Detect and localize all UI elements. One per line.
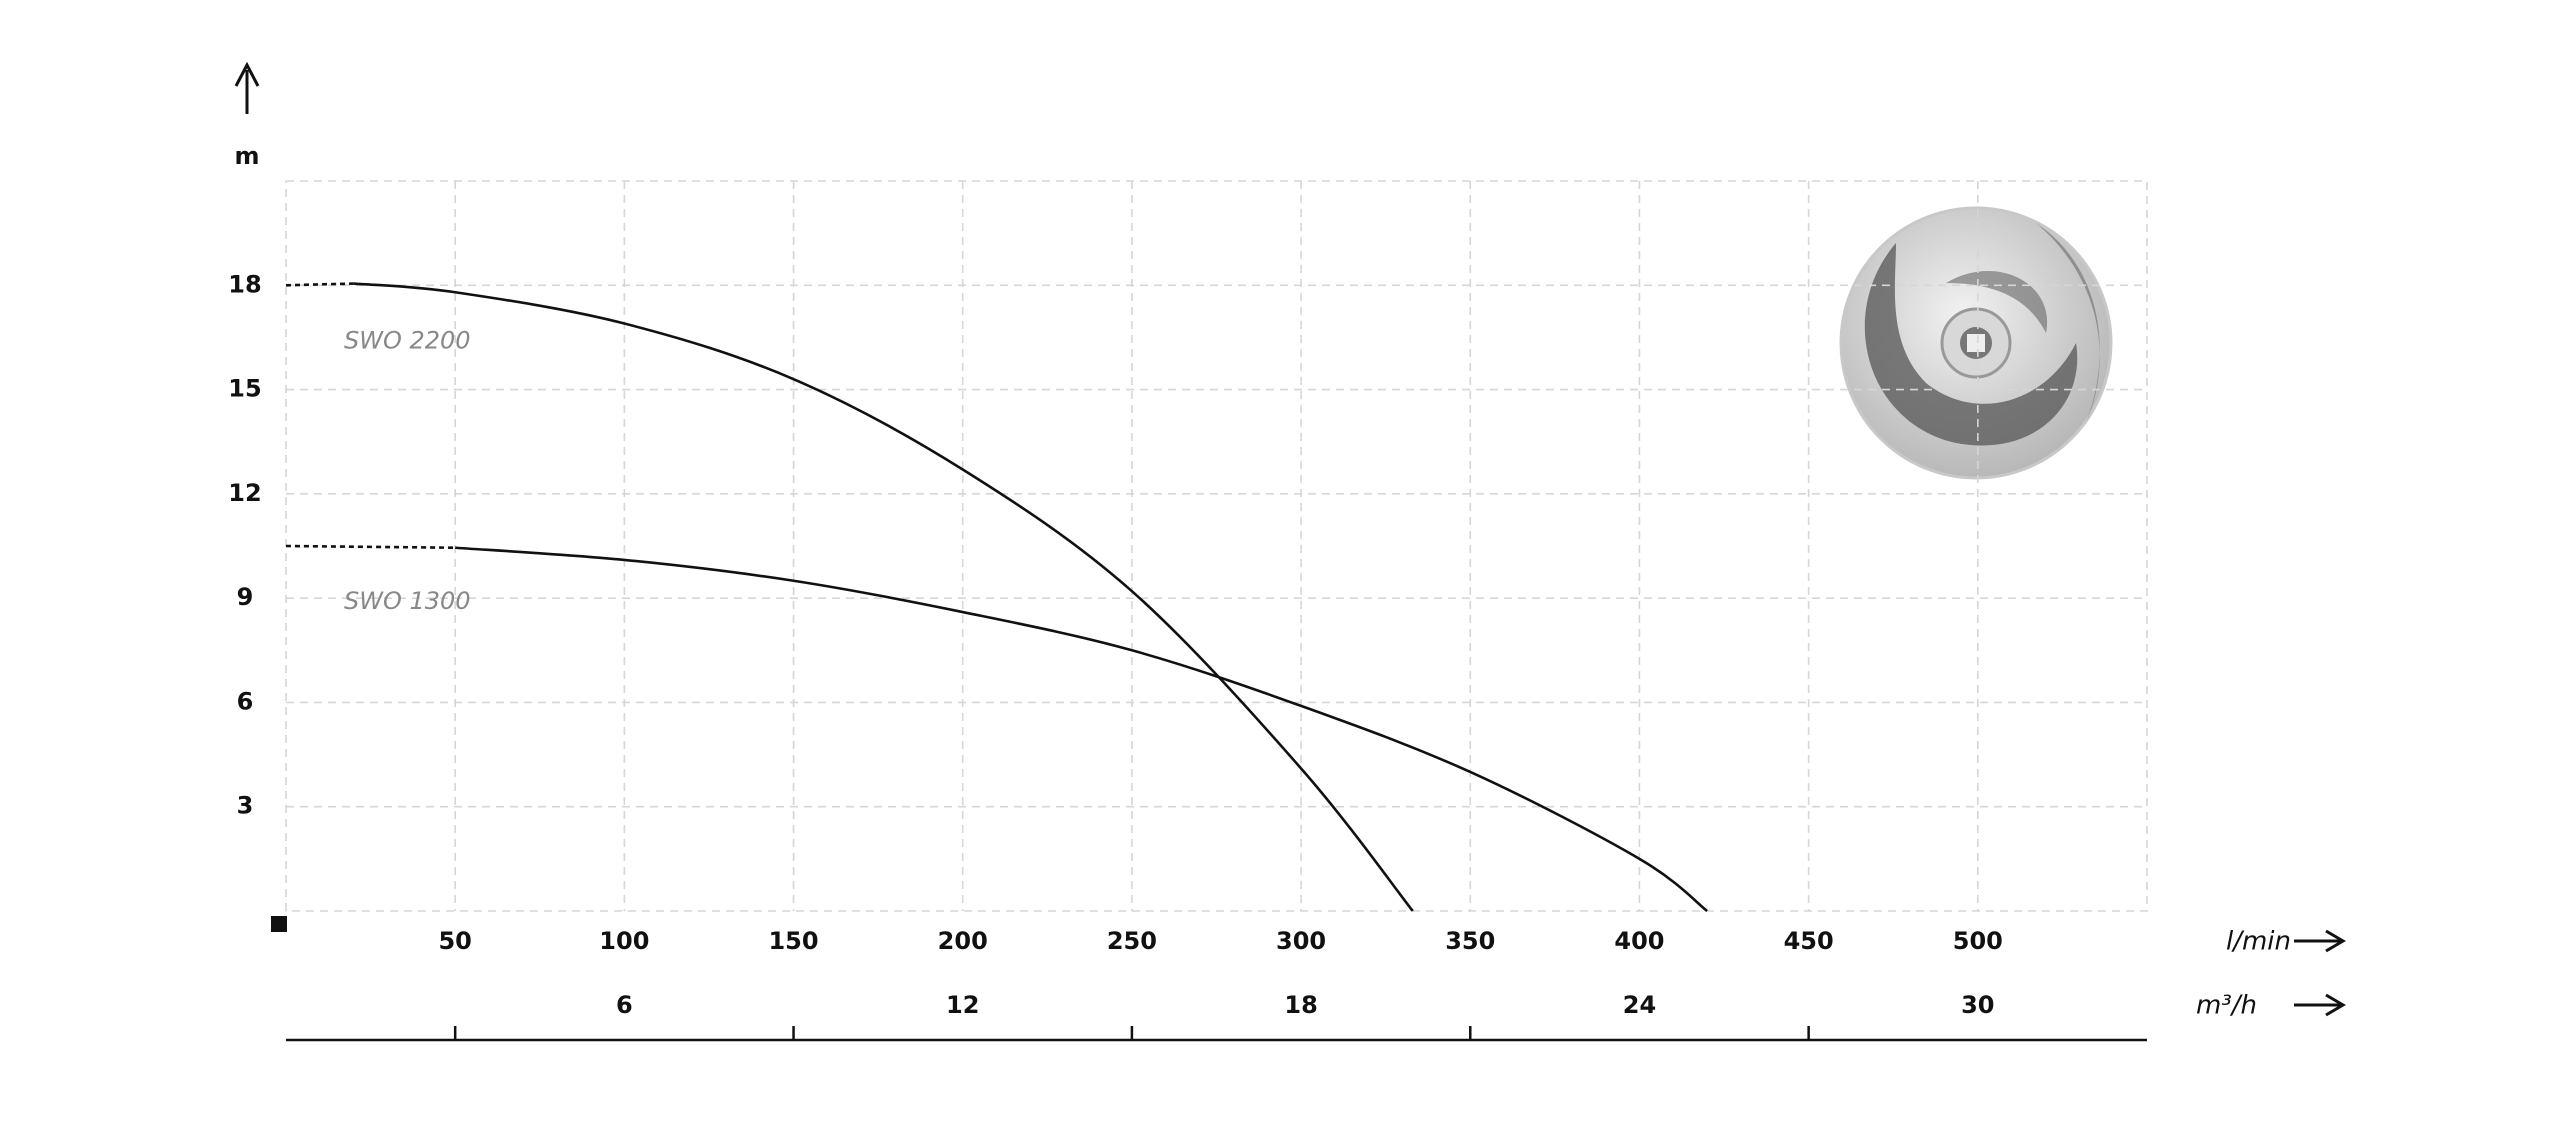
origin-square	[271, 916, 287, 932]
y-tick-label: 12	[228, 479, 261, 507]
x-tick-label: 50	[438, 927, 471, 955]
x2-tick-label: 6	[616, 991, 633, 1019]
x2-tick-label: 30	[1961, 991, 1994, 1019]
x-tick-label: 400	[1614, 927, 1664, 955]
x-tick-label: 450	[1784, 927, 1834, 955]
y-tick-label: 15	[228, 375, 261, 403]
series-line-dashed	[285, 544, 456, 550]
x-tick-label: 150	[768, 927, 818, 955]
series-line	[353, 282, 1414, 912]
series-line	[455, 546, 1708, 913]
y-tick-label: 9	[237, 583, 254, 611]
x-arrow	[2294, 929, 2346, 953]
y-axis-label: m	[234, 142, 259, 170]
x-tick-label: 350	[1445, 927, 1495, 955]
x-tick-label: 250	[1107, 927, 1157, 955]
x-axis-label: l/min	[2226, 927, 2291, 957]
x2-tick-label: 24	[1623, 991, 1656, 1019]
series-line-dashed	[285, 282, 354, 287]
y-arrow-head	[234, 61, 260, 87]
series-label: SWO 2200	[344, 326, 471, 354]
x2-arrow	[2294, 993, 2346, 1017]
y-tick-label: 3	[237, 792, 254, 820]
y-tick-label: 18	[228, 270, 261, 298]
x-tick-label: 300	[1276, 927, 1326, 955]
x2-axis-label: m³/h	[2196, 991, 2257, 1021]
x-tick-label: 200	[938, 927, 988, 955]
series-label: SWO 1300	[344, 587, 471, 615]
x-tick-label: 500	[1953, 927, 2003, 955]
x2-tick-label: 18	[1284, 991, 1317, 1019]
x-tick-label: 100	[599, 927, 649, 955]
y-tick-label: 6	[237, 687, 254, 715]
x2-tick-label: 12	[946, 991, 979, 1019]
impeller-image	[1839, 206, 2113, 480]
